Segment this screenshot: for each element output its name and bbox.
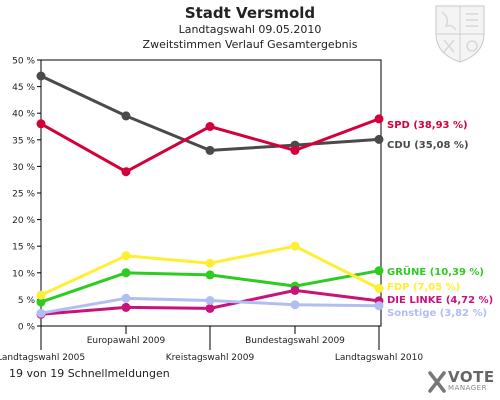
data-point-spd [205, 122, 215, 131]
data-point-cdu [121, 111, 131, 121]
y-tick-label: 50 % [12, 57, 35, 67]
logo-word-manager: MANAGER [448, 384, 487, 392]
y-tick-label: 20 % [12, 216, 35, 226]
series-label-spd: SPD (38,93 %) [387, 120, 468, 131]
data-point-die-linke [205, 303, 215, 313]
y-tick-label: 0 % [18, 323, 36, 333]
series-label-fdp: FDP (7,05 %) [387, 282, 460, 293]
series-label-cdu: CDU (35,08 %) [387, 140, 469, 151]
vote-manager-logo: VOTE MANAGER [428, 368, 498, 398]
series-labels: CDU (35,08 %) SPD (38,93 %) GRÜNE (10,39 %… [387, 120, 493, 319]
series-lines [36, 71, 384, 319]
coat-of-arms-icon [435, 5, 485, 63]
data-point-cdu [36, 71, 46, 81]
data-point-fdp [205, 258, 215, 268]
y-tick-label: 45 % [12, 83, 35, 93]
data-point-fdp [374, 284, 384, 293]
y-tick-label: 30 % [12, 163, 35, 173]
vote-manager-x-icon [428, 371, 446, 393]
data-point-gr-ne [121, 268, 131, 278]
y-tick-label: 5 % [18, 296, 36, 306]
data-point-sonstige [290, 300, 300, 310]
y-tick-label: 25 % [12, 190, 35, 200]
series-label-gr-ne: GRÜNE (10,39 %) [387, 264, 484, 278]
chart-subtitle-description: Zweitstimmen Verlauf Gesamtergebnis [142, 38, 358, 51]
x-tick-label: Kreistagswahl 2009 [166, 353, 255, 363]
chart-subtitle-election: Landtagswahl 09.05.2010 [178, 23, 322, 36]
data-point-sonstige [36, 308, 46, 318]
y-tick-label: 35 % [12, 136, 35, 146]
data-point-gr-ne [374, 266, 384, 276]
data-point-spd [36, 119, 46, 129]
logo-word-vote: VOTE [448, 368, 495, 386]
series-label-sonstige: Sonstige (3,82 %) [387, 308, 487, 319]
y-tick-label: 40 % [12, 110, 35, 120]
data-point-cdu [374, 134, 384, 144]
x-tick-label: Europawahl 2009 [87, 336, 166, 346]
data-point-sonstige [205, 296, 215, 305]
y-tick-label: 10 % [12, 269, 35, 279]
data-point-fdp [290, 241, 300, 251]
series-label-die-linke: DIE LINKE (4,72 %) [387, 295, 493, 306]
x-tick-label: Landtagswahl 2005 [0, 353, 85, 363]
chart-title: Stadt Versmold [184, 4, 316, 22]
x-tick-label: Bundestagswahl 2009 [245, 336, 345, 346]
data-point-die-linke [290, 285, 300, 295]
y-axis-ticks: 0 % 5 % 10 % 15 % 20 % 25 % 30 % 35 % 40 % 45 % 50… [12, 57, 41, 333]
data-point-fdp [36, 290, 46, 300]
data-point-gr-ne [205, 270, 215, 280]
data-point-sonstige [121, 293, 131, 303]
data-point-fdp [121, 251, 131, 261]
x-tick-label: Landtagswahl 2010 [335, 353, 424, 363]
data-point-gr-ne [36, 297, 46, 307]
data-point-die-linke [121, 302, 131, 312]
data-point-spd [290, 145, 300, 155]
status-text: 19 von 19 Schnellmeldungen [9, 367, 170, 380]
data-point-spd [121, 167, 131, 177]
data-point-spd [374, 114, 384, 124]
y-tick-label: 15 % [12, 243, 35, 253]
data-point-sonstige [374, 301, 384, 311]
data-point-cdu [205, 145, 215, 155]
